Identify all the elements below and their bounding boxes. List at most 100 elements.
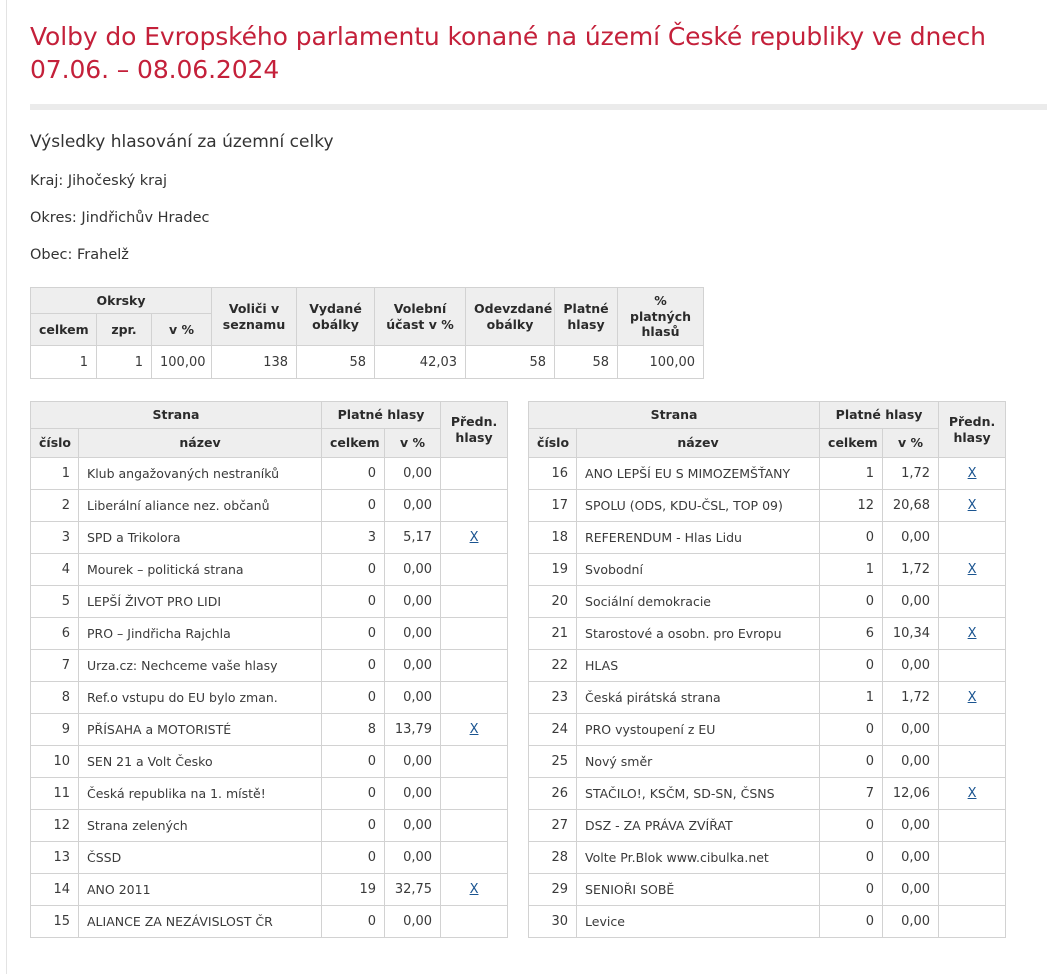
party-votes-percent: 0,00 bbox=[384, 585, 442, 618]
party-name: ANO 2011 bbox=[77, 873, 323, 906]
party-number: 5 bbox=[30, 585, 79, 618]
party-votes-total: 1 bbox=[819, 553, 884, 586]
preferential-votes-link[interactable]: X bbox=[469, 722, 479, 737]
party-name: SPD a Trikolora bbox=[77, 521, 323, 554]
party-votes-total: 0 bbox=[321, 649, 386, 682]
left-table-body: 1 Klub angažovaných nestraníků 0 0,00 2 Liber… bbox=[30, 457, 509, 938]
preferential-votes-cell bbox=[938, 841, 1007, 874]
summary-okrsky-v-procentech: 100,00 bbox=[150, 345, 213, 379]
summary-header-vydane-obalky: Vydané obálky bbox=[296, 287, 376, 346]
preferential-votes-cell: X bbox=[938, 681, 1007, 714]
party-name: Strana zelených bbox=[77, 809, 323, 842]
party-votes-percent: 1,72 bbox=[882, 553, 940, 586]
table-row: 5 LEPŠÍ ŽIVOT PRO LIDI 0 0,00 bbox=[30, 585, 509, 618]
party-name: DSZ - ZA PRÁVA ZVÍŘAT bbox=[576, 809, 821, 842]
party-number: 13 bbox=[30, 841, 79, 874]
preferential-votes-cell: X bbox=[440, 713, 509, 746]
party-name: ČSSD bbox=[77, 841, 323, 874]
preferential-votes-cell: X bbox=[440, 521, 509, 554]
left-header-strana: Strana bbox=[29, 401, 323, 429]
party-votes-total: 3 bbox=[321, 521, 386, 554]
table-row: 2 Liberální aliance nez. občanů 0 0,00 bbox=[30, 489, 509, 522]
left-header-row-1: Strana Platné hlasy Předn. hlasy bbox=[29, 401, 509, 458]
party-name: PRO – Jindřicha Rajchla bbox=[77, 617, 323, 650]
district-line: Okres: Jindřichův Hradec bbox=[30, 210, 210, 226]
party-number: 11 bbox=[30, 777, 79, 810]
preferential-votes-link[interactable]: X bbox=[967, 498, 977, 513]
table-row: 21 Starostové a osobn. pro Evropu 6 10,34 X bbox=[528, 617, 1007, 650]
preferential-votes-link[interactable]: X bbox=[967, 562, 977, 577]
summary-vydane-obalky: 58 bbox=[296, 345, 376, 379]
table-row: 14 ANO 2011 19 32,75 X bbox=[30, 873, 509, 906]
party-votes-total: 8 bbox=[321, 713, 386, 746]
party-number: 27 bbox=[528, 809, 578, 842]
preferential-votes-cell bbox=[440, 585, 509, 618]
summary-subheader-v-procentech: v % bbox=[150, 313, 213, 346]
party-votes-percent: 0,00 bbox=[882, 905, 940, 938]
party-votes-total: 0 bbox=[321, 617, 386, 650]
party-votes-total: 0 bbox=[321, 905, 386, 938]
party-votes-percent: 0,00 bbox=[882, 841, 940, 874]
party-results-table-right: Strana Platné hlasy Předn. hlasy číslo n… bbox=[528, 401, 1007, 938]
party-number: 10 bbox=[30, 745, 79, 778]
party-number: 20 bbox=[528, 585, 578, 618]
table-row: 13 ČSSD 0 0,00 bbox=[30, 841, 509, 874]
party-votes-percent: 0,00 bbox=[384, 841, 442, 874]
party-votes-percent: 0,00 bbox=[882, 745, 940, 778]
party-votes-total: 0 bbox=[819, 745, 884, 778]
right-header-row-2: číslo název celkem v % bbox=[528, 428, 1006, 458]
party-votes-total: 0 bbox=[819, 873, 884, 906]
party-votes-total: 0 bbox=[819, 713, 884, 746]
right-subheader-celkem: celkem bbox=[819, 428, 884, 458]
party-name: Česká republika na 1. místě! bbox=[77, 777, 323, 810]
table-row: 4 Mourek – politická strana 0 0,00 bbox=[30, 553, 509, 586]
party-number: 22 bbox=[528, 649, 578, 682]
party-votes-total: 0 bbox=[321, 777, 386, 810]
party-votes-total: 0 bbox=[819, 841, 884, 874]
preferential-votes-cell bbox=[440, 745, 509, 778]
summary-okrsky-zpr: 1 bbox=[96, 345, 152, 379]
table-row: 10 SEN 21 a Volt Česko 0 0,00 bbox=[30, 745, 509, 778]
table-row: 19 Svobodní 1 1,72 X bbox=[528, 553, 1007, 586]
preferential-votes-link[interactable]: X bbox=[967, 466, 977, 481]
party-votes-percent: 0,00 bbox=[384, 905, 442, 938]
summary-header-odevzdane-obalky: Odevzdané obálky bbox=[465, 287, 556, 346]
preferential-votes-link[interactable]: X bbox=[469, 530, 479, 545]
party-name: LEPŠÍ ŽIVOT PRO LIDI bbox=[77, 585, 323, 618]
party-name: Volte Pr.Blok www.cibulka.net bbox=[576, 841, 821, 874]
summary-data-row: 1 1 100,00 138 58 42,03 58 58 100,00 bbox=[30, 345, 705, 379]
left-header-platne-hlasy: Platné hlasy bbox=[321, 401, 442, 429]
table-row: 18 REFERENDUM - Hlas Lidu 0 0,00 bbox=[528, 521, 1007, 554]
party-name: PŘÍSAHA a MOTORISTÉ bbox=[77, 713, 323, 746]
party-name: SENIOŘI SOBĚ bbox=[576, 873, 821, 906]
summary-odevzdane-obalky: 58 bbox=[465, 345, 556, 379]
party-number: 7 bbox=[30, 649, 79, 682]
table-row: 1 Klub angažovaných nestraníků 0 0,00 bbox=[30, 457, 509, 490]
preferential-votes-link[interactable]: X bbox=[967, 690, 977, 705]
party-number: 14 bbox=[30, 873, 79, 906]
left-header-row-2: číslo název celkem v % bbox=[30, 428, 508, 458]
party-results-table-left: Strana Platné hlasy Předn. hlasy číslo n… bbox=[29, 401, 509, 938]
party-number: 15 bbox=[30, 905, 79, 938]
party-votes-total: 0 bbox=[321, 681, 386, 714]
left-subheader-v-procentech: v % bbox=[384, 428, 442, 458]
party-number: 12 bbox=[30, 809, 79, 842]
summary-platne-hlasy: 58 bbox=[554, 345, 619, 379]
preferential-votes-cell bbox=[938, 905, 1007, 938]
party-votes-total: 19 bbox=[321, 873, 386, 906]
party-number: 30 bbox=[528, 905, 578, 938]
preferential-votes-cell bbox=[440, 905, 509, 938]
party-votes-total: 1 bbox=[819, 457, 884, 490]
preferential-votes-cell: X bbox=[938, 457, 1007, 490]
party-votes-total: 7 bbox=[819, 777, 884, 810]
party-number: 1 bbox=[30, 457, 79, 490]
party-votes-percent: 0,00 bbox=[882, 521, 940, 554]
preferential-votes-cell bbox=[938, 649, 1007, 682]
preferential-votes-link[interactable]: X bbox=[967, 626, 977, 641]
party-name: HLAS bbox=[576, 649, 821, 682]
party-name: ALIANCE ZA NEZÁVISLOST ČR bbox=[77, 905, 323, 938]
right-table-body: 16 ANO LEPŠÍ EU S MIMOZEMŠŤANY 1 1,72 X 17 SPO… bbox=[528, 457, 1007, 938]
preferential-votes-link[interactable]: X bbox=[469, 882, 479, 897]
party-number: 28 bbox=[528, 841, 578, 874]
preferential-votes-link[interactable]: X bbox=[967, 786, 977, 801]
